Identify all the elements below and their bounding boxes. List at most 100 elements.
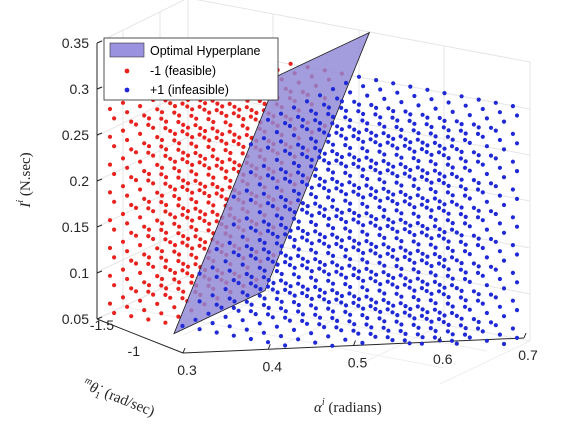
feasible-point	[210, 126, 215, 131]
infeasible-point	[368, 248, 373, 253]
feasible-point	[197, 104, 202, 109]
infeasible-point	[292, 293, 297, 298]
infeasible-point	[395, 201, 400, 206]
infeasible-point	[343, 275, 349, 280]
infeasible-point	[330, 315, 335, 321]
infeasible-point	[480, 273, 485, 278]
feasible-point	[240, 151, 245, 156]
feasible-point	[176, 119, 181, 125]
infeasible-point	[356, 248, 361, 253]
feasible-point	[159, 116, 164, 121]
infeasible-point	[441, 180, 446, 186]
feasible-point	[224, 197, 229, 202]
infeasible-point	[459, 261, 464, 266]
infeasible-point	[326, 223, 331, 228]
infeasible-point	[497, 137, 502, 143]
feasible-point	[185, 236, 191, 241]
feasible-point	[181, 122, 186, 127]
infeasible-point	[296, 142, 301, 147]
feasible-point	[172, 138, 177, 143]
infeasible-point	[347, 291, 352, 296]
infeasible-point	[475, 326, 481, 331]
infeasible-point	[343, 254, 348, 259]
infeasible-point	[476, 264, 481, 269]
infeasible-point	[348, 312, 353, 317]
infeasible-point	[475, 298, 481, 303]
infeasible-point	[266, 250, 271, 255]
feasible-point	[176, 258, 181, 264]
infeasible-point	[364, 322, 369, 327]
infeasible-point	[385, 251, 390, 256]
infeasible-point	[356, 74, 362, 79]
feasible-point	[138, 104, 143, 109]
infeasible-point	[249, 247, 254, 252]
infeasible-point	[442, 202, 447, 207]
legend-entry-feasible: -1 (feasible)	[150, 64, 216, 78]
infeasible-point	[197, 299, 202, 304]
infeasible-point	[351, 161, 356, 166]
infeasible-point	[369, 241, 374, 247]
feasible-point	[125, 304, 130, 309]
feasible-point	[190, 107, 195, 112]
feasible-point	[206, 228, 211, 233]
infeasible-point	[248, 225, 253, 230]
infeasible-point	[429, 263, 434, 269]
infeasible-point	[291, 105, 297, 110]
infeasible-point	[214, 302, 219, 307]
infeasible-point	[374, 217, 379, 222]
x-tick-mark	[182, 347, 186, 354]
infeasible-point	[364, 294, 369, 299]
infeasible-point	[475, 159, 481, 164]
infeasible-point	[351, 217, 356, 222]
infeasible-point	[330, 121, 335, 126]
infeasible-point	[459, 288, 464, 293]
infeasible-point	[339, 210, 344, 215]
infeasible-point	[390, 226, 395, 231]
feasible-point	[262, 101, 267, 106]
infeasible-point	[270, 287, 275, 292]
infeasible-point	[369, 102, 374, 108]
infeasible-point	[283, 281, 288, 286]
infeasible-point	[403, 304, 408, 309]
infeasible-point	[339, 182, 344, 187]
infeasible-point	[510, 243, 515, 248]
infeasible-point	[343, 198, 348, 203]
infeasible-point	[275, 262, 280, 267]
infeasible-point	[420, 223, 425, 229]
infeasible-point	[449, 310, 455, 316]
infeasible-point	[317, 322, 322, 327]
infeasible-point	[467, 307, 472, 312]
feasible-point	[133, 178, 139, 183]
feasible-point	[211, 147, 216, 152]
infeasible-point	[287, 123, 292, 129]
infeasible-point	[419, 258, 424, 263]
infeasible-point	[378, 115, 383, 120]
feasible-point	[159, 311, 164, 316]
infeasible-point	[300, 312, 305, 317]
infeasible-point	[368, 304, 373, 309]
infeasible-point	[304, 210, 310, 215]
infeasible-point	[278, 306, 284, 311]
infeasible-point	[407, 174, 412, 179]
infeasible-point	[484, 199, 489, 204]
feasible-point	[159, 221, 165, 226]
infeasible-point	[343, 170, 348, 175]
feasible-point	[207, 193, 212, 199]
infeasible-point	[309, 247, 314, 252]
feasible-point	[207, 166, 212, 171]
infeasible-point	[317, 232, 323, 237]
infeasible-point	[317, 260, 323, 265]
infeasible-point	[437, 143, 442, 148]
infeasible-point	[339, 189, 344, 194]
infeasible-point	[278, 167, 284, 172]
infeasible-point	[436, 261, 442, 266]
infeasible-point	[356, 303, 361, 308]
x-tick-mark	[438, 336, 442, 342]
infeasible-point	[300, 228, 305, 234]
infeasible-point	[462, 332, 468, 337]
infeasible-point	[462, 137, 468, 143]
infeasible-point	[317, 93, 323, 98]
infeasible-point	[275, 290, 280, 295]
infeasible-point	[335, 291, 340, 296]
infeasible-point	[335, 235, 340, 240]
